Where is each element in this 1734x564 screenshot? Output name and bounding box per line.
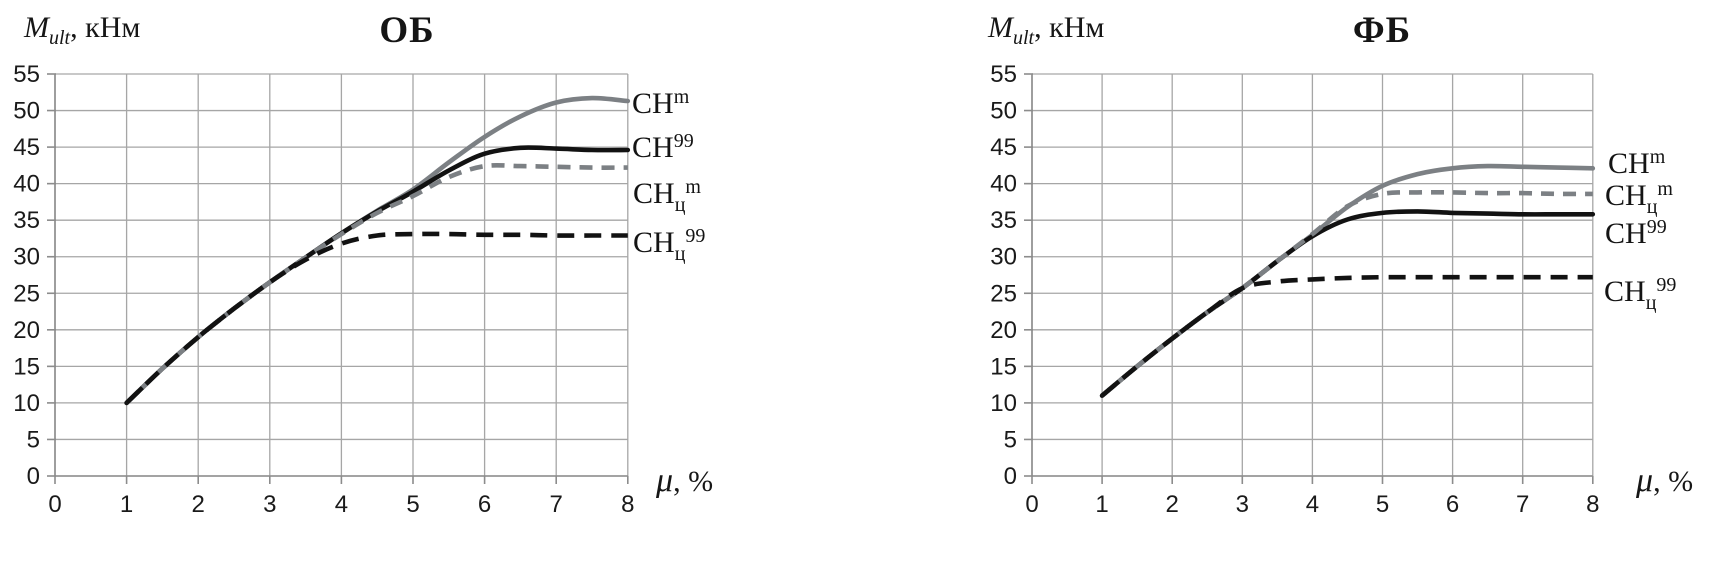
ob-y-axis-label-units: , кНм	[70, 11, 141, 44]
y-tick-label: 0	[1004, 463, 1017, 490]
ob-legend-label-cn-ts-m: СНцm	[633, 170, 701, 222]
x-tick-label: 6	[1446, 491, 1459, 518]
y-tick-label: 40	[13, 171, 40, 198]
x-tick-label: 1	[1095, 491, 1108, 518]
y-tick-label: 5	[27, 426, 40, 453]
curve-СН^m	[1099, 163, 1596, 398]
fb-legend-label-cn-m: СНm	[1608, 140, 1665, 192]
legend-base: СН	[1605, 179, 1647, 212]
ob-x-axis-label-symbol: μ	[656, 462, 674, 499]
legend-sup: 99	[685, 225, 706, 247]
legend-base: СН	[1605, 217, 1647, 250]
y-tick-label: 55	[990, 61, 1017, 88]
legend-sup: 99	[673, 130, 694, 152]
y-tick-label: 35	[13, 207, 40, 234]
ob-legend-label-cn-m: СНm	[632, 80, 689, 132]
fb-legend-label-cn-ts-m: СНцm	[1605, 172, 1673, 224]
y-tick-label: 25	[13, 280, 40, 307]
curve-СН_ц^99	[1100, 274, 1593, 398]
fb-x-axis-label-symbol: μ	[1636, 462, 1654, 499]
legend-base: СН	[632, 87, 674, 120]
ob-chart-title: ОБ	[379, 10, 435, 51]
y-tick-label: 50	[990, 98, 1017, 125]
x-tick-label: 7	[550, 491, 563, 518]
y-tick-label: 35	[990, 207, 1017, 234]
y-tick-label: 20	[13, 317, 40, 344]
legend-sup: 99	[1656, 274, 1677, 296]
legend-sub: ц	[674, 243, 686, 265]
legend-sup: m	[1649, 146, 1666, 168]
legend-sub: ц	[1645, 292, 1657, 314]
curve-СН_ц^m	[125, 162, 628, 405]
legend-sup: m	[1657, 178, 1673, 200]
legend-sub: ц	[1646, 196, 1658, 218]
fb-y-axis-label-symbol: M	[988, 11, 1013, 44]
y-tick-label: 0	[27, 463, 40, 490]
x-tick-label: 8	[621, 491, 634, 518]
fb-y-axis-label-subscript: ult	[1013, 27, 1035, 49]
x-tick-label: 2	[192, 491, 205, 518]
legend-sub: ц	[674, 194, 686, 216]
y-tick-label: 20	[990, 317, 1017, 344]
y-tick-label: 10	[990, 390, 1017, 417]
legend-sup: m	[685, 176, 701, 198]
curve-СН_ц^99	[125, 231, 628, 405]
y-tick-label: 25	[990, 280, 1017, 307]
x-tick-label: 5	[406, 491, 419, 518]
fb-chart-title: ФБ	[1352, 10, 1412, 51]
curve-СН^99	[124, 145, 631, 406]
y-tick-label: 40	[990, 171, 1017, 198]
x-tick-label: 7	[1516, 491, 1529, 518]
fb-x-axis-label: μ, %	[1636, 462, 1693, 500]
x-tick-label: 8	[1586, 491, 1599, 518]
x-tick-label: 0	[48, 491, 61, 518]
ob-y-axis-label-symbol: M	[24, 11, 49, 44]
curve-СН^m	[124, 95, 631, 406]
y-tick-label: 10	[13, 390, 40, 417]
y-tick-label: 5	[1004, 426, 1017, 453]
fb-legend-label-cn-99: СН99	[1605, 210, 1667, 262]
fb-x-axis-label-units: , %	[1653, 465, 1694, 498]
y-tick-label: 55	[13, 61, 40, 88]
legend-base: СН	[633, 226, 675, 259]
y-tick-label: 15	[13, 353, 40, 380]
y-tick-label: 50	[13, 98, 40, 125]
fb-y-axis-label: Mult, кНм	[988, 11, 1104, 50]
y-tick-label: 45	[13, 134, 40, 161]
x-tick-label: 6	[478, 491, 491, 518]
legend-base: СН	[633, 177, 675, 210]
legend-sup: 99	[1646, 216, 1667, 238]
x-tick-label: 3	[263, 491, 276, 518]
x-tick-label: 0	[1025, 491, 1038, 518]
legend-base: СН	[1608, 147, 1650, 180]
ob-legend-label-cn-ts-99: СНц99	[633, 219, 705, 271]
x-tick-label: 3	[1236, 491, 1249, 518]
x-tick-label: 4	[335, 491, 348, 518]
curve-СН_ц^m	[1100, 189, 1593, 398]
legend-sup: m	[673, 86, 690, 108]
fb-legend-label-cn-ts-99: СНц99	[1604, 268, 1676, 320]
y-tick-label: 45	[990, 134, 1017, 161]
ob-y-axis-label-subscript: ult	[49, 27, 71, 49]
curve-СН^99	[1099, 209, 1596, 398]
x-tick-label: 4	[1306, 491, 1319, 518]
y-tick-label: 30	[13, 244, 40, 271]
x-tick-label: 1	[120, 491, 133, 518]
y-tick-label: 30	[990, 244, 1017, 271]
fb-y-axis-label-units: , кНм	[1034, 11, 1105, 44]
x-tick-label: 2	[1166, 491, 1179, 518]
ob-legend-label-cn-99: СН99	[632, 124, 694, 176]
legend-base: СН	[1604, 275, 1646, 308]
ob-y-axis-label: Mult, кНм	[24, 11, 140, 50]
ob-x-axis-label: μ, %	[656, 462, 713, 500]
ob-x-axis-label-units: , %	[673, 465, 714, 498]
legend-base: СН	[632, 131, 674, 164]
y-tick-label: 15	[990, 353, 1017, 380]
x-tick-label: 5	[1376, 491, 1389, 518]
